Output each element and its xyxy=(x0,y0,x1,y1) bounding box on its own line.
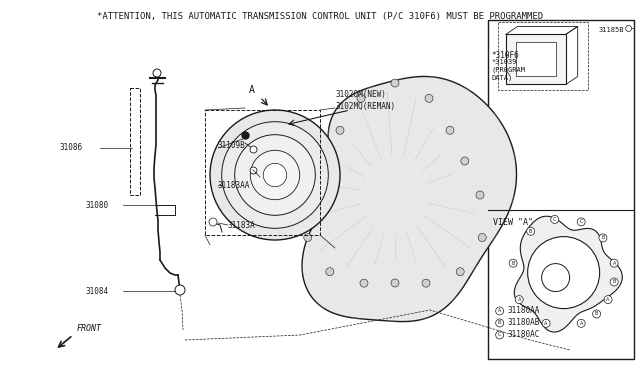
Text: 3102OM(NEW): 3102OM(NEW) xyxy=(335,90,386,99)
Text: FRONT: FRONT xyxy=(77,324,102,333)
Circle shape xyxy=(209,218,217,226)
Circle shape xyxy=(221,122,328,228)
Bar xyxy=(205,110,320,235)
Circle shape xyxy=(541,264,570,292)
Text: C: C xyxy=(579,219,583,224)
Text: 31109B: 31109B xyxy=(218,141,246,150)
Text: C: C xyxy=(553,217,556,222)
Circle shape xyxy=(626,25,632,32)
Polygon shape xyxy=(515,216,622,332)
Circle shape xyxy=(577,218,585,226)
Text: A: A xyxy=(612,261,616,266)
Circle shape xyxy=(391,279,399,287)
Text: A: A xyxy=(498,308,501,314)
Circle shape xyxy=(509,259,517,267)
Circle shape xyxy=(542,319,550,327)
Circle shape xyxy=(250,150,300,200)
Circle shape xyxy=(476,191,484,199)
Circle shape xyxy=(610,259,618,267)
Text: 31180AB: 31180AB xyxy=(508,318,540,327)
Circle shape xyxy=(321,157,329,165)
Circle shape xyxy=(306,191,314,199)
Text: *ATTENTION, THIS AUTOMATIC TRANSMISSION CONTROL UNIT (P/C 310F6) MUST BE PROGRAM: *ATTENTION, THIS AUTOMATIC TRANSMISSION … xyxy=(97,12,543,21)
Text: A: A xyxy=(518,297,521,302)
Text: 3102MQ(REMAN): 3102MQ(REMAN) xyxy=(335,102,395,110)
Circle shape xyxy=(263,163,287,187)
Circle shape xyxy=(610,278,618,286)
Text: B: B xyxy=(529,229,532,234)
Circle shape xyxy=(551,215,559,224)
Text: *31039
(PROGRAM
DATA): *31039 (PROGRAM DATA) xyxy=(492,60,525,81)
Circle shape xyxy=(391,79,399,87)
Circle shape xyxy=(599,234,607,242)
Bar xyxy=(506,35,566,84)
Circle shape xyxy=(360,279,368,287)
Circle shape xyxy=(593,310,600,318)
Bar xyxy=(498,22,588,90)
Circle shape xyxy=(527,227,534,235)
Text: B: B xyxy=(498,321,501,326)
Circle shape xyxy=(304,234,312,241)
Text: 31183AA: 31183AA xyxy=(218,180,250,189)
Circle shape xyxy=(496,319,504,327)
Circle shape xyxy=(422,279,430,287)
Text: A: A xyxy=(606,297,610,302)
Circle shape xyxy=(326,268,334,276)
Circle shape xyxy=(456,268,464,276)
Text: A: A xyxy=(249,85,255,95)
Text: 31180AC: 31180AC xyxy=(508,330,540,340)
Circle shape xyxy=(604,296,612,304)
Circle shape xyxy=(461,157,469,165)
Circle shape xyxy=(357,94,365,102)
Circle shape xyxy=(446,126,454,134)
Text: B: B xyxy=(612,279,616,285)
Circle shape xyxy=(210,110,340,240)
Text: VIEW "A": VIEW "A" xyxy=(493,218,532,227)
Bar xyxy=(488,20,634,359)
Bar xyxy=(516,42,556,77)
Text: A: A xyxy=(545,321,548,326)
Text: 31180AA: 31180AA xyxy=(508,307,540,315)
Circle shape xyxy=(577,319,585,327)
Text: 31185B: 31185B xyxy=(598,28,623,33)
Text: 31084: 31084 xyxy=(85,286,108,295)
Text: 31086: 31086 xyxy=(60,144,83,153)
Text: C: C xyxy=(498,333,501,337)
Circle shape xyxy=(478,234,486,241)
Circle shape xyxy=(235,135,316,215)
Text: B: B xyxy=(595,311,598,317)
Circle shape xyxy=(175,285,185,295)
Circle shape xyxy=(496,307,504,315)
Text: B: B xyxy=(511,261,515,266)
Circle shape xyxy=(515,296,524,304)
Text: B: B xyxy=(601,235,605,240)
Text: 31183A: 31183A xyxy=(228,221,256,230)
Text: *310F6: *310F6 xyxy=(492,51,520,60)
Polygon shape xyxy=(302,77,516,321)
Circle shape xyxy=(153,69,161,77)
Circle shape xyxy=(527,237,600,309)
Text: A: A xyxy=(579,321,583,326)
Circle shape xyxy=(336,126,344,134)
Text: 31080: 31080 xyxy=(85,201,108,209)
Circle shape xyxy=(425,94,433,102)
Circle shape xyxy=(496,331,504,339)
